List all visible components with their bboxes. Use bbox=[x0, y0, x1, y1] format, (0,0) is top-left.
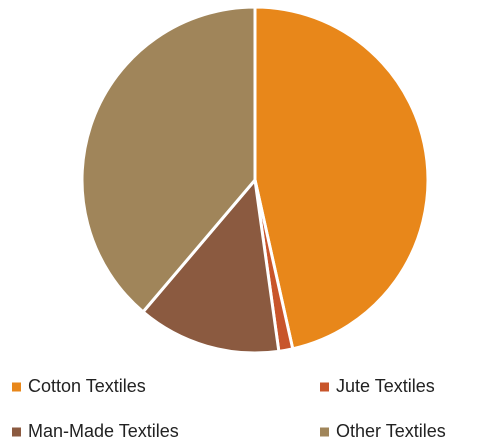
legend-swatch bbox=[12, 427, 21, 437]
pie-slice bbox=[140, 176, 281, 355]
legend-label: Other Textiles bbox=[336, 421, 446, 441]
legend-swatch bbox=[320, 427, 329, 437]
pie-slice bbox=[80, 5, 257, 315]
legend-label: Jute Textiles bbox=[336, 376, 435, 396]
legend-label: Man-Made Textiles bbox=[28, 421, 179, 441]
legend-label: Cotton Textiles bbox=[28, 376, 146, 396]
pie-slice bbox=[253, 5, 430, 351]
legend-swatch bbox=[12, 382, 21, 392]
legend-swatch bbox=[320, 382, 329, 392]
